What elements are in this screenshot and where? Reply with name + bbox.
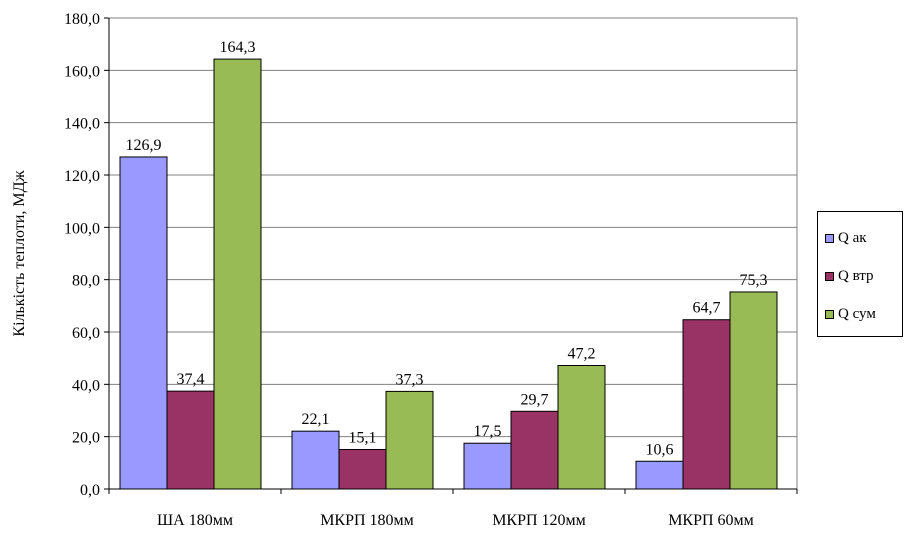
bar: [682, 319, 731, 490]
y-tick-label: 180,0: [64, 11, 100, 28]
y-tick-label: 40,0: [72, 377, 100, 394]
category-label: ША 180мм: [157, 512, 233, 529]
bar: [510, 410, 559, 490]
legend-label-q-ak: Q ак: [838, 229, 867, 246]
data-label: 10,6: [646, 441, 674, 458]
bar: [385, 390, 434, 490]
data-label: 37,4: [177, 371, 205, 388]
bar: [213, 58, 262, 490]
legend-swatch-q-sum: [825, 309, 834, 319]
data-label: 37,3: [396, 371, 424, 388]
y-tick-label: 160,0: [64, 63, 100, 80]
legend-label-q-vtr: Q втр: [838, 267, 874, 284]
y-tick-label: 20,0: [72, 430, 100, 447]
bar: [463, 442, 512, 490]
data-label: 126,9: [126, 137, 162, 154]
bar: [635, 460, 684, 490]
bar: [338, 448, 387, 490]
legend-label-q-sum: Q сум: [838, 305, 876, 322]
data-label: 17,5: [474, 423, 502, 440]
legend-item-q-sum: Q сум: [825, 305, 876, 323]
legend-swatch-q-ak: [825, 233, 834, 243]
category-label: МКРП 60мм: [668, 512, 754, 529]
y-tick-label: 80,0: [72, 273, 100, 290]
data-label: 29,7: [521, 391, 549, 408]
data-label: 164,3: [220, 39, 256, 56]
data-label: 22,1: [302, 411, 330, 428]
y-tick-label: 0,0: [80, 482, 100, 499]
data-label: 64,7: [693, 300, 721, 317]
bar: [729, 291, 778, 490]
bar: [119, 156, 168, 490]
category-label: МКРП 180мм: [320, 512, 414, 529]
data-label: 75,3: [740, 272, 768, 289]
data-label: 15,1: [349, 429, 377, 446]
legend-swatch-q-vtr: [825, 271, 834, 281]
legend-item-q-ak: Q ак: [825, 229, 867, 247]
bar: [166, 390, 215, 490]
data-label: 47,2: [568, 345, 596, 362]
bar: [557, 364, 606, 490]
y-tick-label: 60,0: [72, 325, 100, 342]
category-label: МКРП 120мм: [492, 512, 586, 529]
legend: Q ак Q втр Q сум: [817, 211, 903, 337]
y-tick-label: 100,0: [64, 220, 100, 237]
y-axis-title: Кількість теплоти, МДж: [11, 169, 28, 336]
y-tick-label: 120,0: [64, 168, 100, 185]
legend-item-q-vtr: Q втр: [825, 267, 874, 285]
y-tick-label: 140,0: [64, 116, 100, 133]
bar: [291, 430, 340, 490]
